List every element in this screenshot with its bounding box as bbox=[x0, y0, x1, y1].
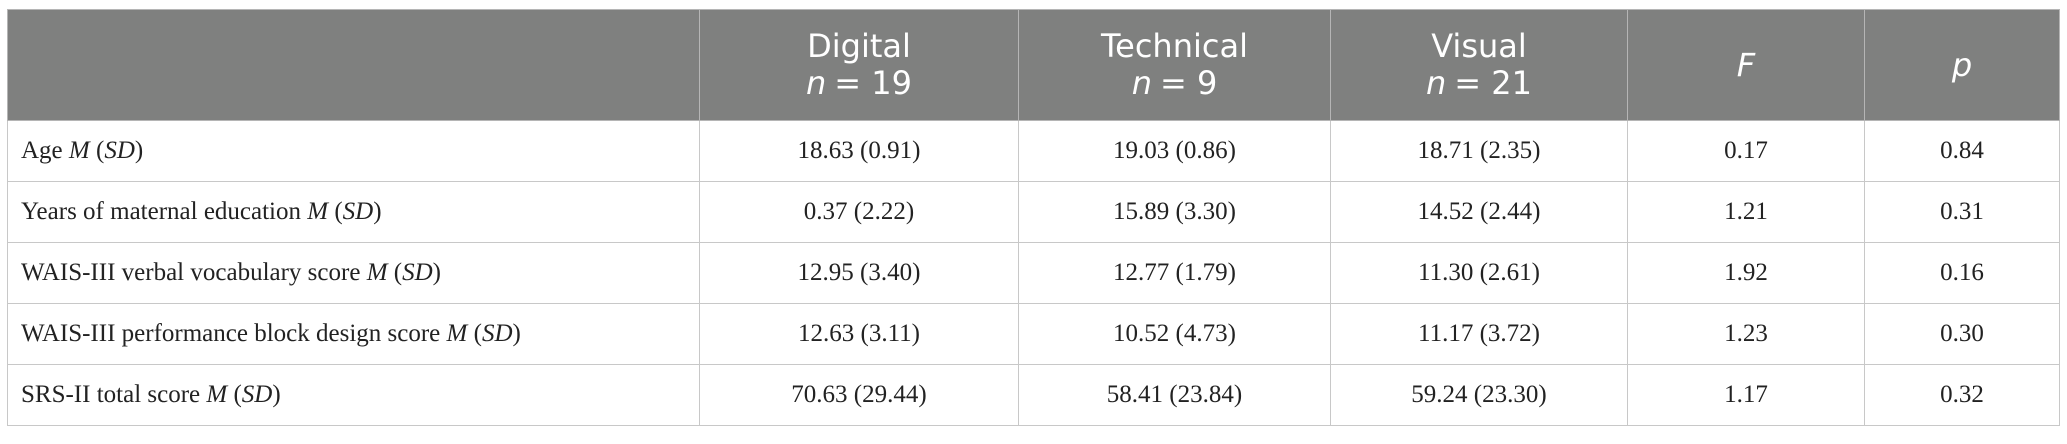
value-cell: 11.30 (2.61) bbox=[1330, 242, 1628, 304]
table-row: SRS-II total score M (SD) 70.63 (29.44) 58.4… bbox=[7, 364, 2060, 426]
header-cell-empty bbox=[7, 9, 700, 121]
row-label: Age M (SD) bbox=[7, 120, 700, 182]
value-cell: 11.17 (3.72) bbox=[1330, 303, 1628, 365]
row-label: Years of maternal education M (SD) bbox=[7, 181, 700, 243]
value-cell: 12.95 (3.40) bbox=[699, 242, 1019, 304]
stat-paren: ) bbox=[432, 259, 441, 286]
header-cell: F bbox=[1627, 9, 1865, 121]
value-cell: 15.89 (3.30) bbox=[1018, 181, 1331, 243]
stat-mean: M bbox=[366, 259, 388, 286]
table-row: WAIS-III verbal vocabulary score M (SD) 12.… bbox=[7, 242, 2060, 304]
stat-paren: ( bbox=[233, 381, 242, 408]
stat-paren: ) bbox=[512, 320, 521, 347]
stat-paren: ( bbox=[95, 137, 105, 164]
value-cell: 0.16 bbox=[1864, 242, 2060, 304]
stat-paren: ) bbox=[373, 198, 382, 225]
stat-mean: M bbox=[68, 137, 90, 164]
value-cell: 58.41 (23.84) bbox=[1018, 364, 1331, 426]
stat-mean: M bbox=[206, 381, 228, 408]
value-cell: 10.52 (4.73) bbox=[1018, 303, 1331, 365]
row-label: SRS-II total score M (SD) bbox=[7, 364, 700, 426]
label-text: WAIS-III verbal vocabulary score bbox=[21, 259, 361, 286]
n-symbol: n bbox=[1426, 64, 1447, 102]
stat-name: p bbox=[1951, 45, 1973, 84]
stat-paren: ( bbox=[393, 259, 403, 286]
value-cell: 18.63 (0.91) bbox=[699, 120, 1019, 182]
table-row: Age M (SD) 18.63 (0.91) 19.03 (0.86) 18.71 (2… bbox=[7, 120, 2060, 182]
label-text: SRS-II total score bbox=[21, 381, 201, 408]
value-cell: 12.63 (3.11) bbox=[699, 303, 1019, 365]
stat-paren: ) bbox=[134, 137, 144, 164]
row-label: WAIS-III performance block design score M… bbox=[7, 303, 700, 365]
stat-name: F bbox=[1736, 45, 1756, 84]
stat-sd: SD bbox=[342, 198, 374, 225]
value-cell: 0.32 bbox=[1864, 364, 2060, 426]
header-cell: Technical n = 9 bbox=[1018, 9, 1331, 121]
header-cell: Visual n = 21 bbox=[1330, 9, 1628, 121]
table-row: WAIS-III performance block design score M… bbox=[7, 303, 2060, 365]
value-cell: 0.30 bbox=[1864, 303, 2060, 365]
stat-sd: SD bbox=[241, 381, 273, 408]
stat-mean: M bbox=[307, 198, 329, 225]
label-text: Age bbox=[21, 137, 63, 164]
group-name: Digital bbox=[807, 27, 911, 65]
n-value: = 21 bbox=[1454, 64, 1532, 102]
value-cell: 0.31 bbox=[1864, 181, 2060, 243]
value-cell: 1.21 bbox=[1627, 181, 1865, 243]
stat-sd: SD bbox=[104, 137, 135, 164]
label-text: WAIS-III performance block design score bbox=[21, 320, 441, 347]
n-value: = 9 bbox=[1159, 64, 1218, 102]
value-cell: 14.52 (2.44) bbox=[1330, 181, 1628, 243]
n-value: = 19 bbox=[834, 64, 912, 102]
table-row: Years of maternal education M (SD) 0.37 (2.… bbox=[7, 181, 2060, 243]
table-body: Age M (SD) 18.63 (0.91) 19.03 (0.86) 18.71 (2… bbox=[7, 120, 2060, 426]
n-symbol: n bbox=[806, 64, 827, 102]
value-cell: 0.37 (2.22) bbox=[699, 181, 1019, 243]
value-cell: 0.84 bbox=[1864, 120, 2060, 182]
value-cell: 0.17 bbox=[1627, 120, 1865, 182]
group-name: Visual bbox=[1431, 27, 1527, 65]
value-cell: 59.24 (23.30) bbox=[1330, 364, 1628, 426]
stat-paren: ( bbox=[334, 198, 343, 225]
value-cell: 1.17 bbox=[1627, 364, 1865, 426]
value-cell: 18.71 (2.35) bbox=[1330, 120, 1628, 182]
header-cell: p bbox=[1864, 9, 2060, 121]
value-cell: 1.92 bbox=[1627, 242, 1865, 304]
stat-paren: ( bbox=[473, 320, 482, 347]
n-symbol: n bbox=[1131, 64, 1152, 102]
value-cell: 1.23 bbox=[1627, 303, 1865, 365]
header-cell: Digital n = 19 bbox=[699, 9, 1019, 121]
label-text: Years of maternal education bbox=[21, 198, 302, 225]
stat-sd: SD bbox=[481, 320, 513, 347]
value-cell: 70.63 (29.44) bbox=[699, 364, 1019, 426]
value-cell: 12.77 (1.79) bbox=[1018, 242, 1331, 304]
group-name: Technical bbox=[1101, 27, 1248, 65]
stat-paren: ) bbox=[272, 381, 281, 408]
row-label: WAIS-III verbal vocabulary score M (SD) bbox=[7, 242, 700, 304]
stat-mean: M bbox=[446, 320, 468, 347]
value-cell: 19.03 (0.86) bbox=[1018, 120, 1331, 182]
stat-sd: SD bbox=[402, 259, 433, 286]
